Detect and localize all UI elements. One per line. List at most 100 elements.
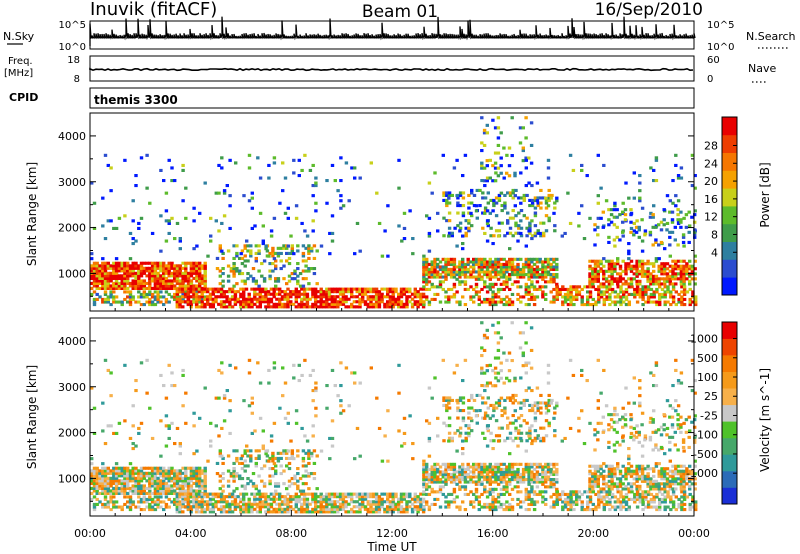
heatmap-cell [197,297,202,301]
heatmap-cell [508,193,513,197]
heatmap-cell [156,476,160,480]
heatmap-cell [536,201,540,205]
heatmap-cell [283,302,287,306]
heatmap-cell [499,470,504,474]
heatmap-cell [192,264,196,268]
heatmap-cell [221,284,225,288]
heatmap-cell [676,199,681,203]
heatmap-cell [646,274,650,278]
heatmap-cell [170,476,174,480]
heatmap-cell [322,510,326,514]
heatmap-cell [474,495,479,499]
heatmap-cell [316,500,321,504]
heatmap-cell [461,295,465,299]
heatmap-cell [491,275,495,279]
heatmap-cell [220,249,224,253]
heatmap-cell [676,267,681,271]
heatmap-cell [311,290,315,294]
heatmap-cell [613,500,618,504]
heatmap-cell [474,285,479,289]
heatmap-cell [258,500,262,504]
heatmap-cell [218,274,222,278]
heatmap-cell [422,480,426,484]
heatmap-cell [254,484,258,488]
heatmap-cell [655,508,659,512]
heatmap-cell [181,271,185,275]
heatmap-cell [688,279,692,283]
heatmap-cell [214,502,218,506]
heatmap-cell [266,290,271,294]
heatmap-cell [549,267,553,271]
heatmap-cell [433,260,437,264]
heatmap-cell [532,285,537,289]
heatmap-cell [519,209,524,213]
heatmap-cell [663,500,667,504]
heatmap-cell [593,264,598,268]
heatmap-cell [200,276,205,280]
heatmap-cell [641,502,645,506]
heatmap-cell [607,218,611,222]
heatmap-cell [200,281,205,285]
heatmap-cell [505,500,509,504]
heatmap-cell [255,492,260,496]
heatmap-cell [575,492,579,496]
heatmap-cell [546,265,551,269]
heatmap-cell [272,156,277,160]
heatmap-cell [189,505,193,509]
heatmap-cell [280,305,285,309]
heatmap-cell [195,481,199,485]
heatmap-cell [447,219,452,223]
heatmap-cell [541,497,545,501]
heatmap-cell [568,153,573,157]
heatmap-cell [266,510,271,514]
heatmap-cell [430,267,434,271]
heatmap-cell [538,267,542,271]
heatmap-cell [148,481,152,485]
heatmap-cell [608,287,612,291]
heatmap-cell [296,454,300,458]
heatmap-cell [195,244,199,248]
heatmap-cell [314,300,318,304]
heatmap-cell [240,461,245,465]
heatmap-cell [269,502,274,506]
heatmap-cell [502,297,506,301]
heatmap-cell [286,244,290,248]
heatmap-cell [164,281,169,285]
heatmap-cell [358,502,362,506]
heatmap-cell [402,495,406,499]
heatmap-cell [268,262,272,266]
heatmap-cell [300,305,304,309]
heatmap-cell [181,261,185,265]
heatmap-cell [566,297,571,301]
heatmap-cell [641,285,645,289]
heatmap-cell [243,451,247,455]
heatmap-cell [582,237,587,241]
heatmap-cell [153,286,158,290]
heatmap-cell [189,486,194,490]
heatmap-cell [397,502,401,506]
heatmap-cell [610,290,615,294]
heatmap-cell [279,456,283,460]
heatmap-cell [483,300,487,304]
heatmap-cell [92,269,97,273]
heatmap-cell [178,300,182,304]
heatmap-cell [257,474,261,478]
heatmap-cell [436,285,440,289]
heatmap-cell [200,305,204,309]
heatmap-cell [278,502,282,506]
heatmap-cell [366,510,370,514]
heatmap-cell [622,495,626,499]
heatmap-cell [310,246,314,250]
heatmap-cell [197,295,202,299]
heatmap-cell [114,474,119,478]
heatmap-cell [621,269,625,273]
heatmap-cell [264,492,268,496]
heatmap-cell [477,475,481,479]
cpid-label: CPID [9,91,38,104]
heatmap-cell [480,492,484,496]
heatmap-cell [399,287,404,291]
heatmap-cell [452,478,457,482]
heatmap-cell [325,287,329,291]
heatmap-cell [510,478,515,482]
heatmap-cell [386,287,390,291]
